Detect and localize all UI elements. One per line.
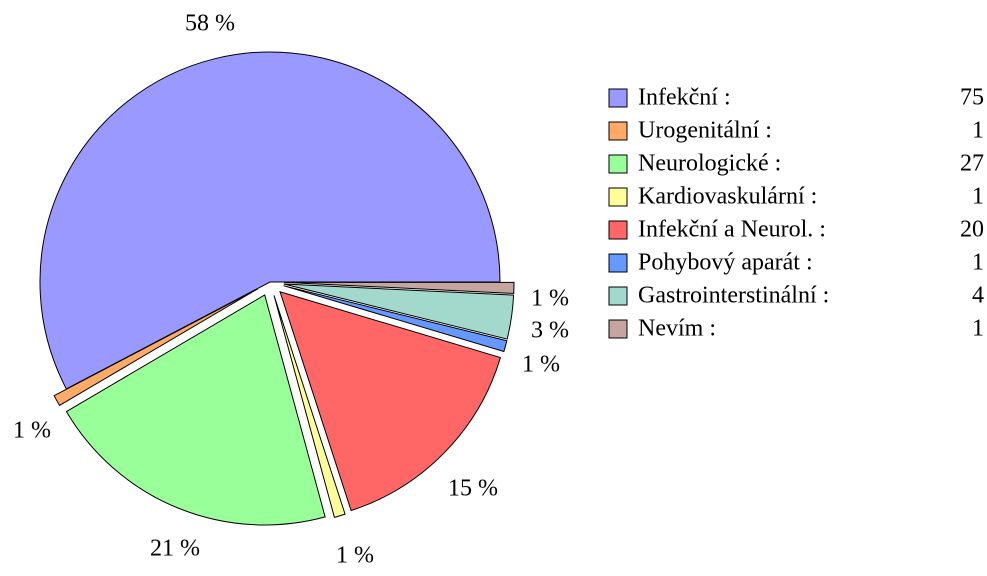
legend-value: 20	[960, 217, 984, 243]
legend-label: Gastrointerstinální :	[638, 283, 829, 309]
legend-swatch	[608, 286, 628, 306]
pie-slice	[279, 291, 502, 512]
percent-label: 21 %	[150, 536, 200, 562]
legend-swatch	[608, 253, 628, 273]
legend-swatch	[608, 319, 628, 339]
legend-value: 75	[960, 85, 984, 111]
legend-value: 1	[972, 316, 984, 342]
legend-label: Kardiovaskulární :	[638, 184, 817, 210]
pie-slice	[39, 51, 501, 390]
pie-slice	[273, 295, 346, 518]
legend-swatch	[608, 121, 628, 141]
pie-slice	[283, 281, 515, 294]
percent-label: 15 %	[448, 476, 498, 502]
pie-slice	[283, 283, 515, 340]
legend-label: Infekční :	[638, 85, 731, 111]
legend-value: 1	[972, 118, 984, 144]
legend-label: Infekční a Neurol. :	[638, 217, 826, 243]
legend-swatch	[608, 220, 628, 240]
legend-swatch	[608, 154, 628, 174]
legend-label: Neurologické :	[638, 151, 781, 177]
percent-label: 1 %	[336, 543, 374, 569]
percent-label: 3 %	[531, 318, 569, 344]
legend-label: Urogenitální :	[638, 118, 772, 144]
legend-value: 4	[972, 283, 984, 309]
legend-label: Pohybový aparát :	[638, 250, 813, 276]
percent-label: 1 %	[522, 352, 560, 378]
pie-slice	[283, 285, 508, 353]
legend-swatch	[608, 88, 628, 108]
legend-value: 1	[972, 250, 984, 276]
legend-value: 27	[960, 151, 984, 177]
pie-slice	[53, 288, 259, 407]
percent-label: 1 %	[13, 418, 51, 444]
percent-label: 1 %	[531, 286, 569, 312]
pie-slice	[65, 294, 326, 526]
legend-swatch	[608, 187, 628, 207]
legend-value: 1	[972, 184, 984, 210]
percent-label: 58 %	[185, 11, 235, 37]
legend-label: Nevím :	[638, 316, 716, 342]
